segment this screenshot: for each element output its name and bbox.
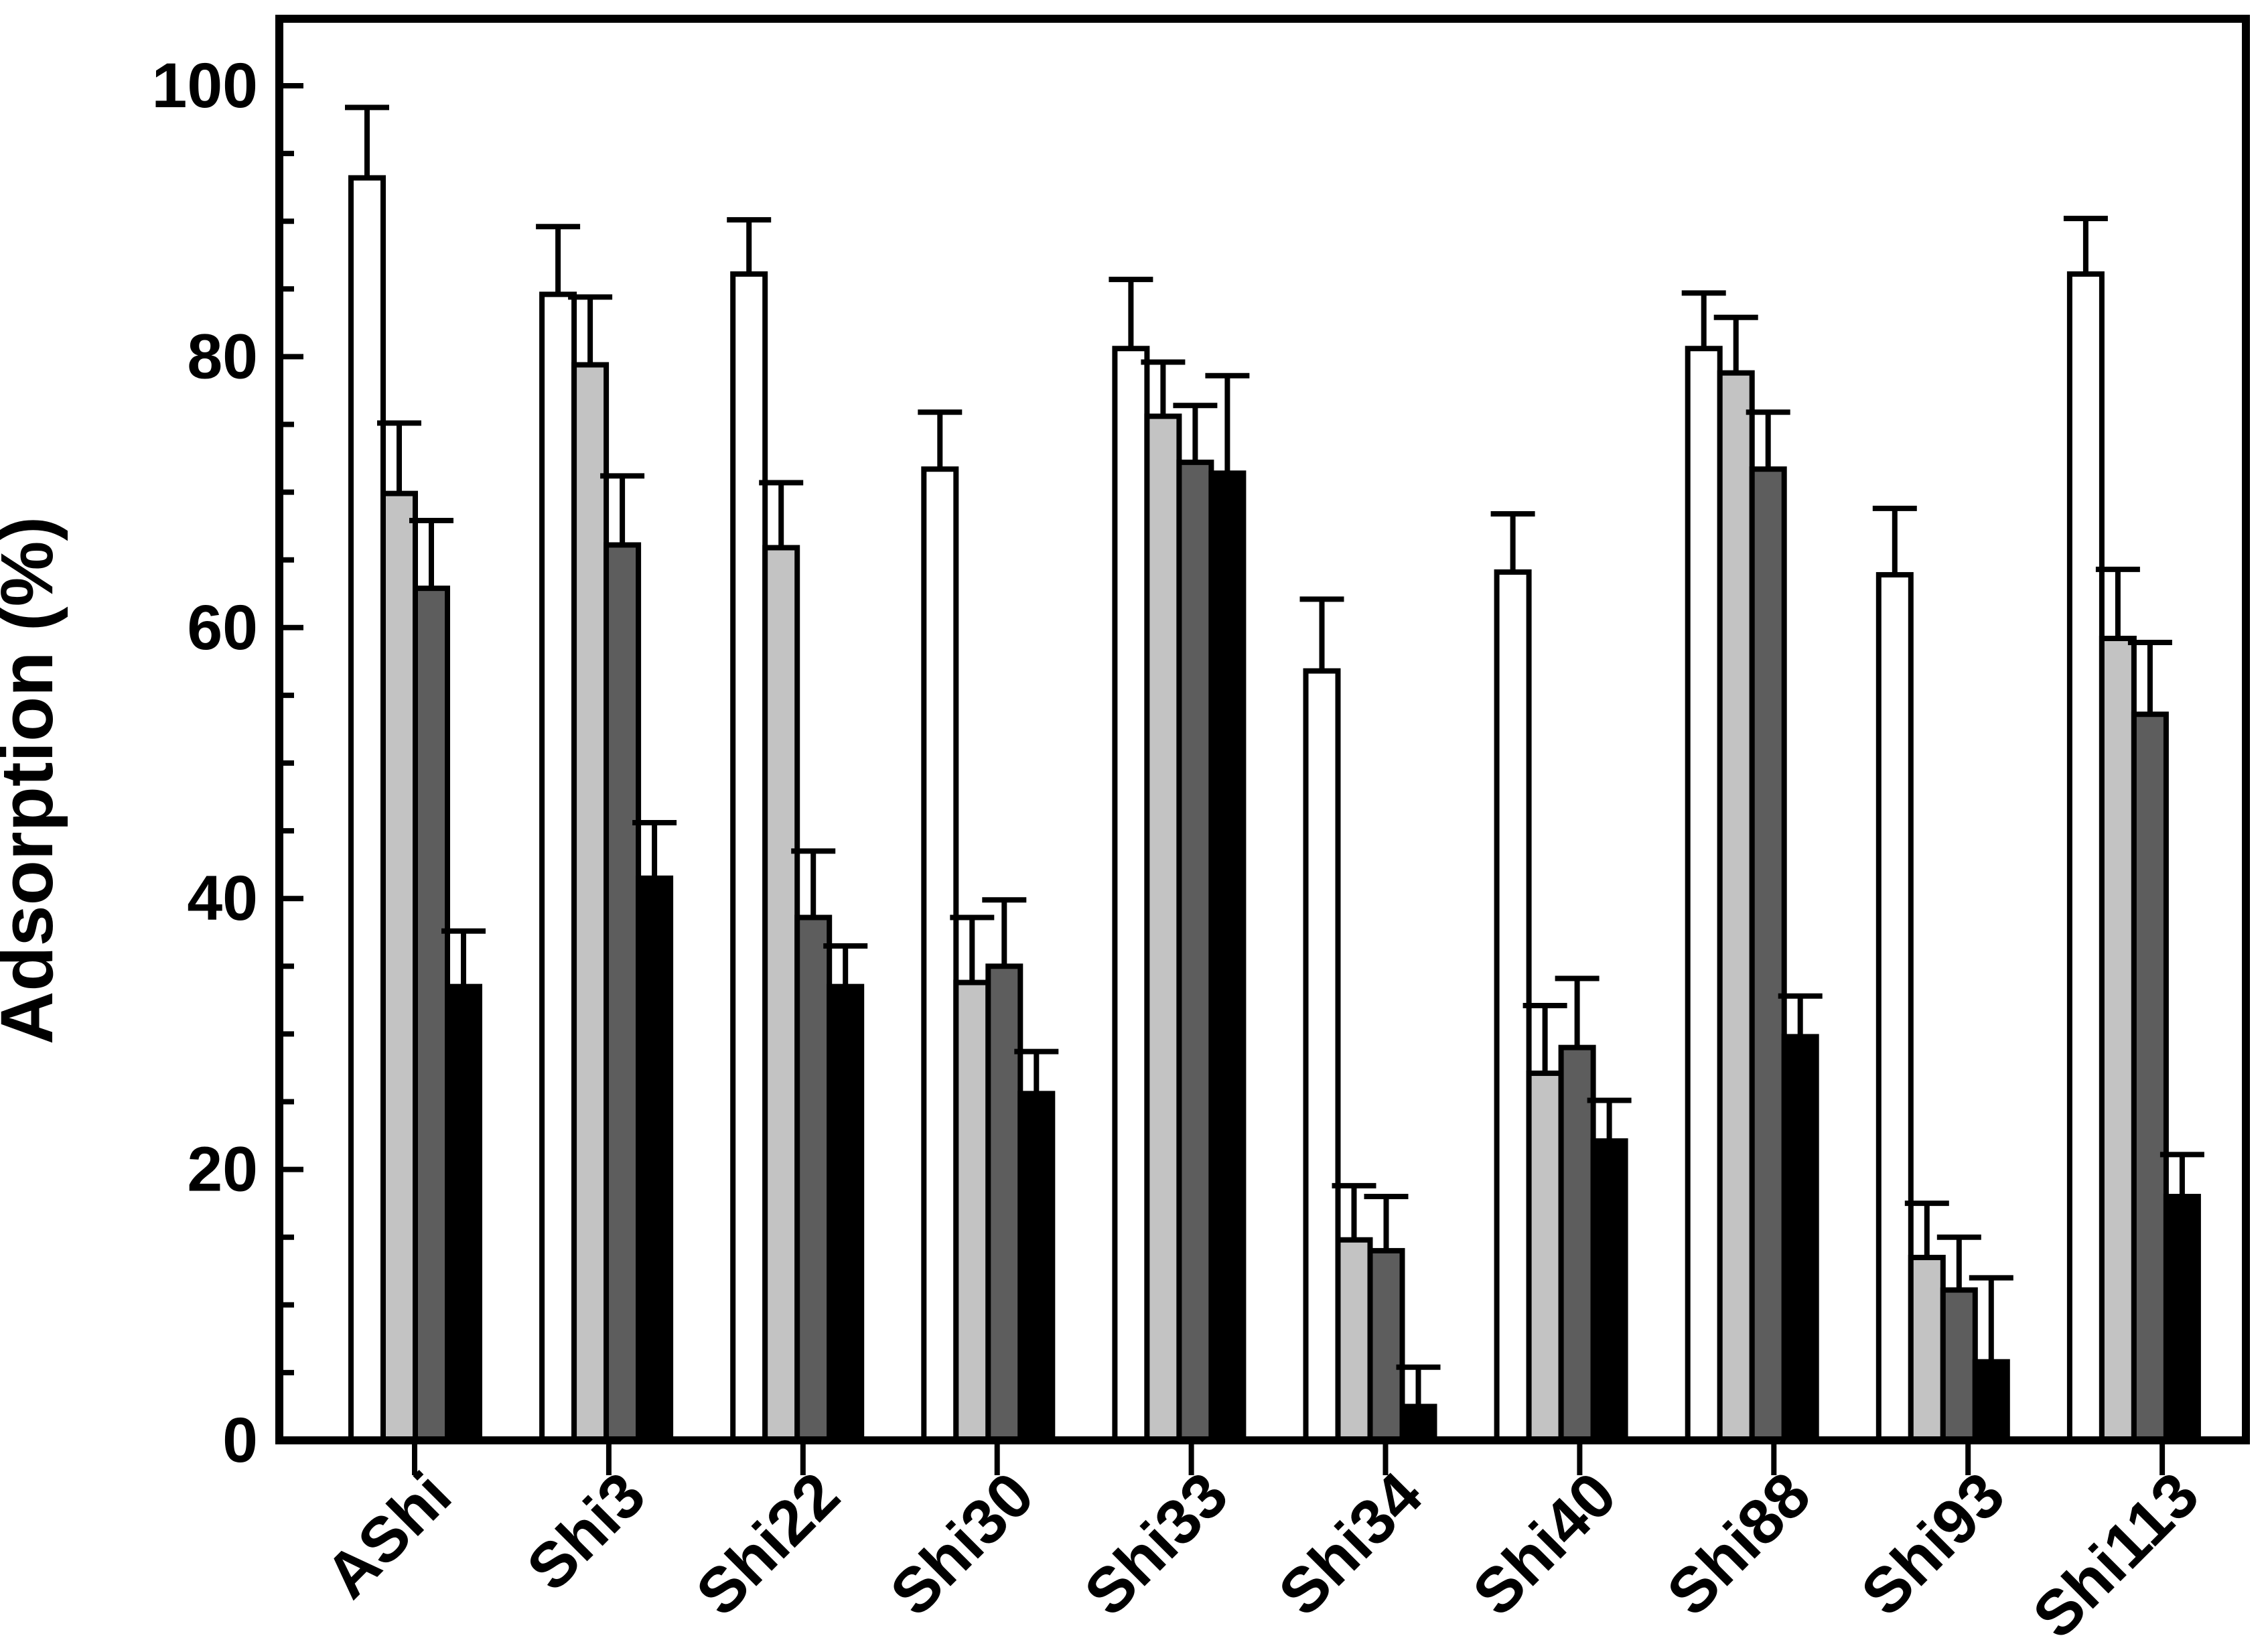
bar-Shi88-light-gray [1717,370,1755,1444]
bar-Shi113-white [2066,271,2105,1444]
x-category-label-Shi3: Shi3 [514,1459,659,1604]
x-category-label-Shi40: Shi40 [1460,1459,1630,1629]
x-category-label-Shi93: Shi93 [1848,1459,2018,1629]
bar-Shi30-light-gray [953,979,991,1443]
bar-Shi33-light-gray [1144,413,1182,1443]
bar-Shi3-dark-gray [604,542,642,1443]
y-tick-label-80: 80 [187,321,258,392]
bar-Shi34-white [1303,668,1341,1443]
bar-Shi22-black [827,983,865,1443]
bar-Shi3-light-gray [571,362,610,1443]
y-tick-label-40: 40 [187,863,258,934]
bar-Shi22-white [730,271,768,1444]
plot-border [275,15,2250,1444]
bar-Shi113-dark-gray [2131,711,2169,1443]
x-category-label-Shi33: Shi33 [1071,1459,1241,1629]
bar-Shi40-dark-gray [1558,1044,1596,1443]
bar-Shi33-white [1112,346,1150,1444]
bar-Shi93-black [1972,1359,2010,1443]
bar-Shi113-black [2163,1194,2201,1444]
x-category-label-Shi88: Shi88 [1654,1459,1824,1629]
bar-Shi40-light-gray [1526,1071,1564,1443]
bar-Shi93-white [1875,571,1914,1443]
y-tick-label-100: 100 [151,50,258,121]
y-tick-label-60: 60 [187,592,258,663]
bar-AShi-black [445,983,482,1443]
bar-Shi34-dark-gray [1367,1247,1405,1444]
bar-Shi30-white [921,466,959,1444]
x-category-label-Shi34: Shi34 [1265,1459,1435,1629]
bar-Shi93-dark-gray [1940,1287,1978,1443]
x-category-label-AShi: AShi [312,1459,465,1612]
bar-AShi-white [348,175,386,1444]
bar-Shi30-black [1017,1091,1056,1444]
x-category-label-Shi30: Shi30 [877,1459,1047,1629]
bar-Shi22-light-gray [762,545,800,1444]
bar-Shi34-light-gray [1335,1237,1373,1444]
y-axis-title: Adsorption (%) [0,517,68,1044]
bar-Shi34-black [1399,1404,1437,1443]
bar-Shi40-black [1590,1138,1628,1443]
bar-AShi-dark-gray [413,586,450,1443]
y-tick-label-0: 0 [222,1405,258,1476]
bar-Shi93-light-gray [1908,1255,1946,1444]
y-tick-label-20: 20 [187,1134,258,1205]
bar-Shi113-light-gray [2099,635,2137,1444]
bar-Shi88-white [1685,346,1723,1444]
bar-Shi30-dark-gray [985,963,1023,1444]
bar-Shi3-white [539,291,577,1444]
bar-Shi33-black [1208,470,1247,1443]
bar-Shi88-black [1781,1034,1819,1443]
bar-Shi33-dark-gray [1176,460,1214,1444]
bar-AShi-light-gray [380,490,418,1444]
x-category-label-Shi113: Shi113 [2019,1459,2212,1640]
bar-Shi22-dark-gray [794,914,833,1444]
bar-Shi3-black [636,875,674,1443]
x-category-label-Shi22: Shi22 [683,1459,853,1629]
bar-Shi88-dark-gray [1749,466,1787,1444]
